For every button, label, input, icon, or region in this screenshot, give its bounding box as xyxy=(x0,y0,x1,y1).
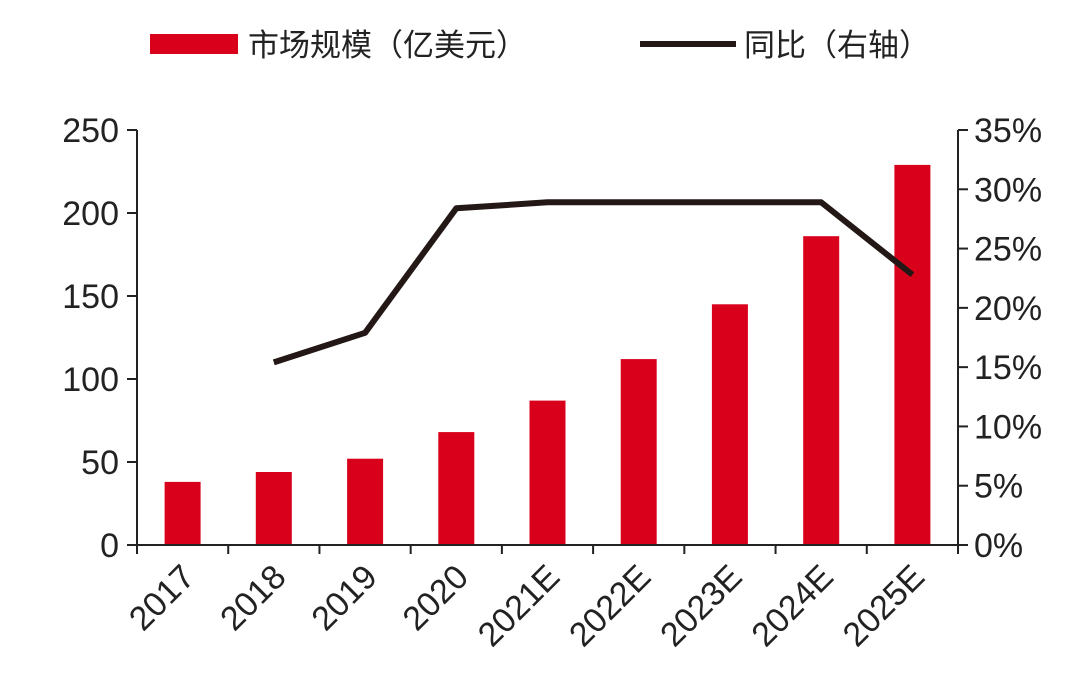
bar-2021E xyxy=(529,400,566,545)
legend-label-yoy: 同比（右轴） xyxy=(744,28,930,64)
right-tick-label-3: 15% xyxy=(974,349,1042,387)
x-tick-label-2020: 2020 xyxy=(396,558,476,638)
left-tick-label-150: 150 xyxy=(62,278,119,316)
bar-2018 xyxy=(255,472,292,545)
bar-2017 xyxy=(164,481,201,545)
x-tick-label-2019: 2019 xyxy=(304,558,384,638)
legend-swatch-market-size xyxy=(150,34,238,54)
x-tick-label-2017: 2017 xyxy=(122,558,202,638)
legend: 市场规模（亿美元） 同比（右轴） xyxy=(150,28,930,64)
right-tick-label-1: 5% xyxy=(974,468,1023,506)
right-tick-label-2: 10% xyxy=(974,408,1042,446)
left-tick-label-0: 0 xyxy=(100,527,119,565)
left-tick-label-50: 50 xyxy=(81,444,119,482)
axes xyxy=(127,129,968,554)
bar-2025E xyxy=(894,164,931,545)
right-tick-label-0: 0% xyxy=(974,527,1023,565)
x-axis-labels: 2017 2018 2019 20202021E2022E2023E2024E2025… xyxy=(122,558,932,654)
legend-label-market-size: 市场规模（亿美元） xyxy=(248,28,527,64)
yoy-line xyxy=(272,199,915,366)
right-tick-label-7: 35% xyxy=(974,112,1042,150)
x-tick-label-2018: 2018 xyxy=(213,558,293,638)
right-tick-label-4: 20% xyxy=(974,290,1042,328)
bar-2022E xyxy=(620,359,657,545)
line-series-yoy xyxy=(272,199,915,366)
left-axis-labels: 0 50 100 150 200 250 xyxy=(62,112,119,565)
bar-2023E xyxy=(711,304,748,545)
bar-2024E xyxy=(803,236,840,545)
x-tick-label-2023E: 2023E xyxy=(653,558,749,654)
left-tick-label-250: 250 xyxy=(62,112,119,150)
bar-2020 xyxy=(438,432,475,545)
right-tick-label-5: 25% xyxy=(974,231,1042,269)
x-tick-label-2022E: 2022E xyxy=(562,558,658,654)
right-axis-labels: 0% 5% 10% 15% 20% 25% 30% 35% xyxy=(974,112,1042,565)
x-tick-label-2025E: 2025E xyxy=(836,558,932,654)
left-tick-label-100: 100 xyxy=(62,361,119,399)
x-tick-label-2024E: 2024E xyxy=(744,558,840,654)
bar-2019 xyxy=(347,458,384,545)
bar-series-market-size xyxy=(164,164,931,545)
right-tick-label-6: 30% xyxy=(974,171,1042,209)
x-tick-label-2021E: 2021E xyxy=(471,558,567,654)
left-tick-label-200: 200 xyxy=(62,195,119,233)
